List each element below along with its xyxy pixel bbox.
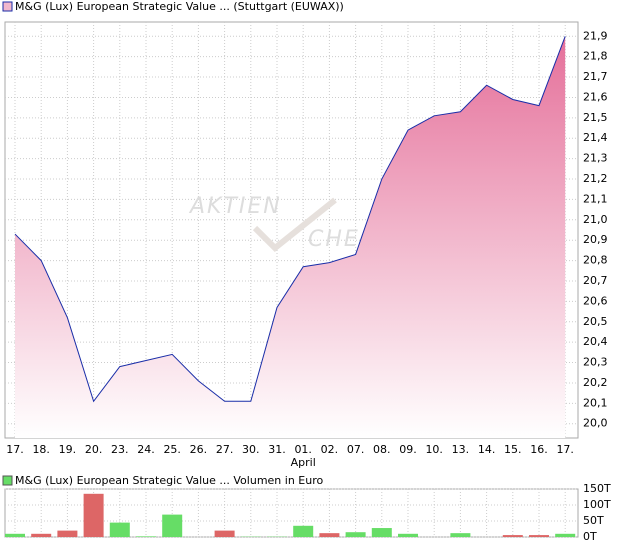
volume-bar xyxy=(502,535,523,537)
y-tick-label: 100T xyxy=(583,498,611,511)
x-tick-label: 19. xyxy=(59,443,77,456)
y-tick-label: 21,5 xyxy=(583,111,608,124)
y-tick-label: 20,2 xyxy=(583,376,608,389)
volume-bar xyxy=(83,493,104,537)
volume-bar xyxy=(136,536,156,537)
y-tick-label: 21,0 xyxy=(583,213,608,226)
x-tick-label: 24. xyxy=(137,443,155,456)
y-tick-label: 20,3 xyxy=(583,356,608,369)
volume-bar xyxy=(57,530,78,537)
volume-bar xyxy=(293,525,314,537)
y-tick-label: 20,0 xyxy=(583,417,608,430)
volume-bar xyxy=(450,533,471,537)
x-tick-label: 17. xyxy=(556,443,574,456)
y-tick-label: 21,3 xyxy=(583,152,608,165)
y-tick-label: 20,9 xyxy=(583,233,608,246)
x-tick-label: 08. xyxy=(373,443,391,456)
watermark-check xyxy=(252,197,337,253)
volume-bar xyxy=(214,530,235,537)
volume-bar xyxy=(5,533,25,537)
price-line xyxy=(14,36,566,403)
area xyxy=(15,36,566,439)
x-tick-label: 15. xyxy=(504,443,522,456)
volume-title: M&G (Lux) European Strategic Value ... V… xyxy=(15,474,323,487)
volume-bar xyxy=(162,514,183,537)
y-tick-label: 20,6 xyxy=(583,294,608,307)
y-tick-label: 21,2 xyxy=(583,172,608,185)
x-tick-label: 13. xyxy=(452,443,470,456)
y-tick-label: 20,7 xyxy=(583,274,608,287)
chart-title: M&G (Lux) European Strategic Value ... (… xyxy=(15,0,344,13)
x-tick-label: 09. xyxy=(399,443,417,456)
x-tick-label: 14. xyxy=(478,443,496,456)
x-tick-label: 31. xyxy=(268,443,286,456)
watermark: AKTIEN xyxy=(188,194,282,219)
volume-bar xyxy=(109,522,130,537)
x-tick-label: 30. xyxy=(242,443,260,456)
x-tick-label: 27. xyxy=(216,443,234,456)
x-tick-label: 01. xyxy=(294,443,312,456)
legend-swatch xyxy=(2,1,13,12)
y-tick-label: 21,1 xyxy=(583,192,608,205)
x-tick-label: 18. xyxy=(32,443,50,456)
y-tick-label: 150T xyxy=(583,482,611,495)
x-tick-label: 26. xyxy=(190,443,208,456)
volume-bar xyxy=(555,533,576,537)
x-tick-label: 07. xyxy=(347,443,365,456)
y-tick-label: 21,8 xyxy=(583,50,608,63)
legend-swatch xyxy=(2,475,13,486)
volume-bar xyxy=(529,535,549,537)
y-tick-label: 21,4 xyxy=(583,131,608,144)
y-tick-label: 20,4 xyxy=(583,335,608,348)
x-tick-label: 16. xyxy=(530,443,548,456)
x-tick-label: 10. xyxy=(425,443,443,456)
y-tick-label: 21,6 xyxy=(583,90,608,103)
x-tick-label: 20. xyxy=(85,443,103,456)
y-tick-label: 50T xyxy=(583,514,604,527)
x-tick-label: 23. xyxy=(111,443,129,456)
volume-bar xyxy=(319,533,340,537)
y-tick-label: 21,9 xyxy=(583,29,608,42)
x-tick-label: 17. xyxy=(6,443,24,456)
x-sublabel: April xyxy=(291,456,316,469)
volume-bar xyxy=(345,532,366,537)
y-tick-label: 0T xyxy=(583,530,597,543)
x-tick-label: 25. xyxy=(163,443,181,456)
y-tick-label: 20,1 xyxy=(583,396,608,409)
volume-bar xyxy=(398,533,418,537)
volume-bar xyxy=(31,533,52,537)
volume-bar xyxy=(371,528,392,537)
y-tick-label: 20,8 xyxy=(583,254,608,267)
y-tick-label: 20,5 xyxy=(583,315,608,328)
x-tick-label: 02. xyxy=(321,443,339,456)
y-tick-label: 21,7 xyxy=(583,70,608,83)
